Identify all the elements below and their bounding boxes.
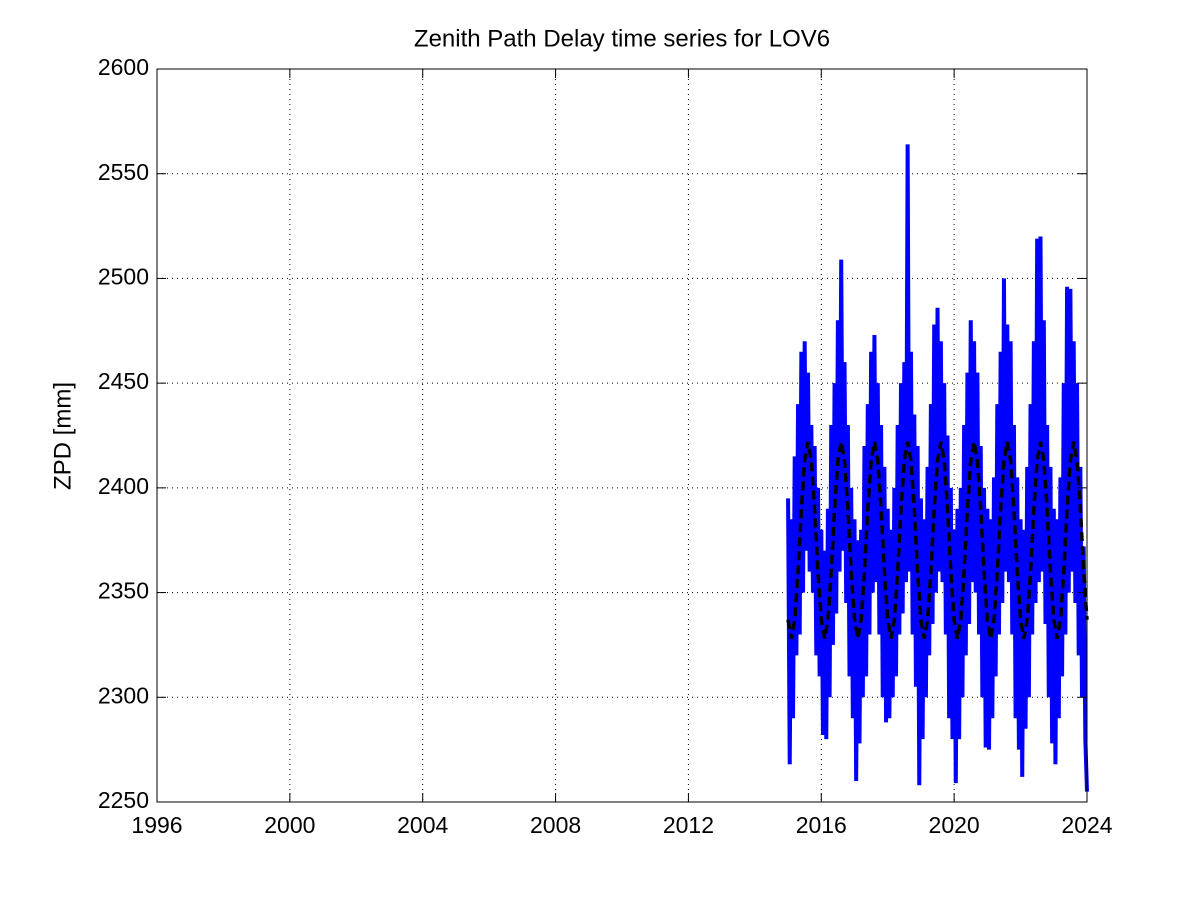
y-tick-label: 2250	[98, 787, 149, 813]
x-tick-label: 2020	[929, 812, 980, 838]
x-tick-label: 2024	[1061, 812, 1112, 838]
fit-line	[786, 441, 1089, 639]
lines	[786, 144, 1089, 792]
y-tick-label: 2550	[98, 159, 149, 185]
x-tick-label: 2008	[530, 812, 581, 838]
y-tick-label: 2600	[98, 54, 149, 80]
x-tick-label: 1996	[131, 812, 182, 838]
y-tick-label: 2400	[98, 473, 149, 499]
y-axis-label: ZPD [mm]	[49, 382, 76, 490]
y-tick-label: 2300	[98, 682, 149, 708]
x-tick-label: 2012	[663, 812, 714, 838]
chart-title: Zenith Path Delay time series for LOV6	[414, 25, 830, 52]
x-tick-label: 2016	[796, 812, 847, 838]
axes-box	[156, 68, 1088, 803]
ticks: 1996 2000 2004 2008 2012 2016 2020 2024 2250 2300…	[98, 54, 1113, 838]
data-line	[786, 144, 1089, 792]
x-tick-label: 2000	[264, 812, 315, 838]
y-tick-label: 2500	[98, 264, 149, 290]
y-tick-label: 2450	[98, 368, 149, 394]
y-tick-label: 2350	[98, 578, 149, 604]
x-tick-label: 2004	[397, 812, 448, 838]
